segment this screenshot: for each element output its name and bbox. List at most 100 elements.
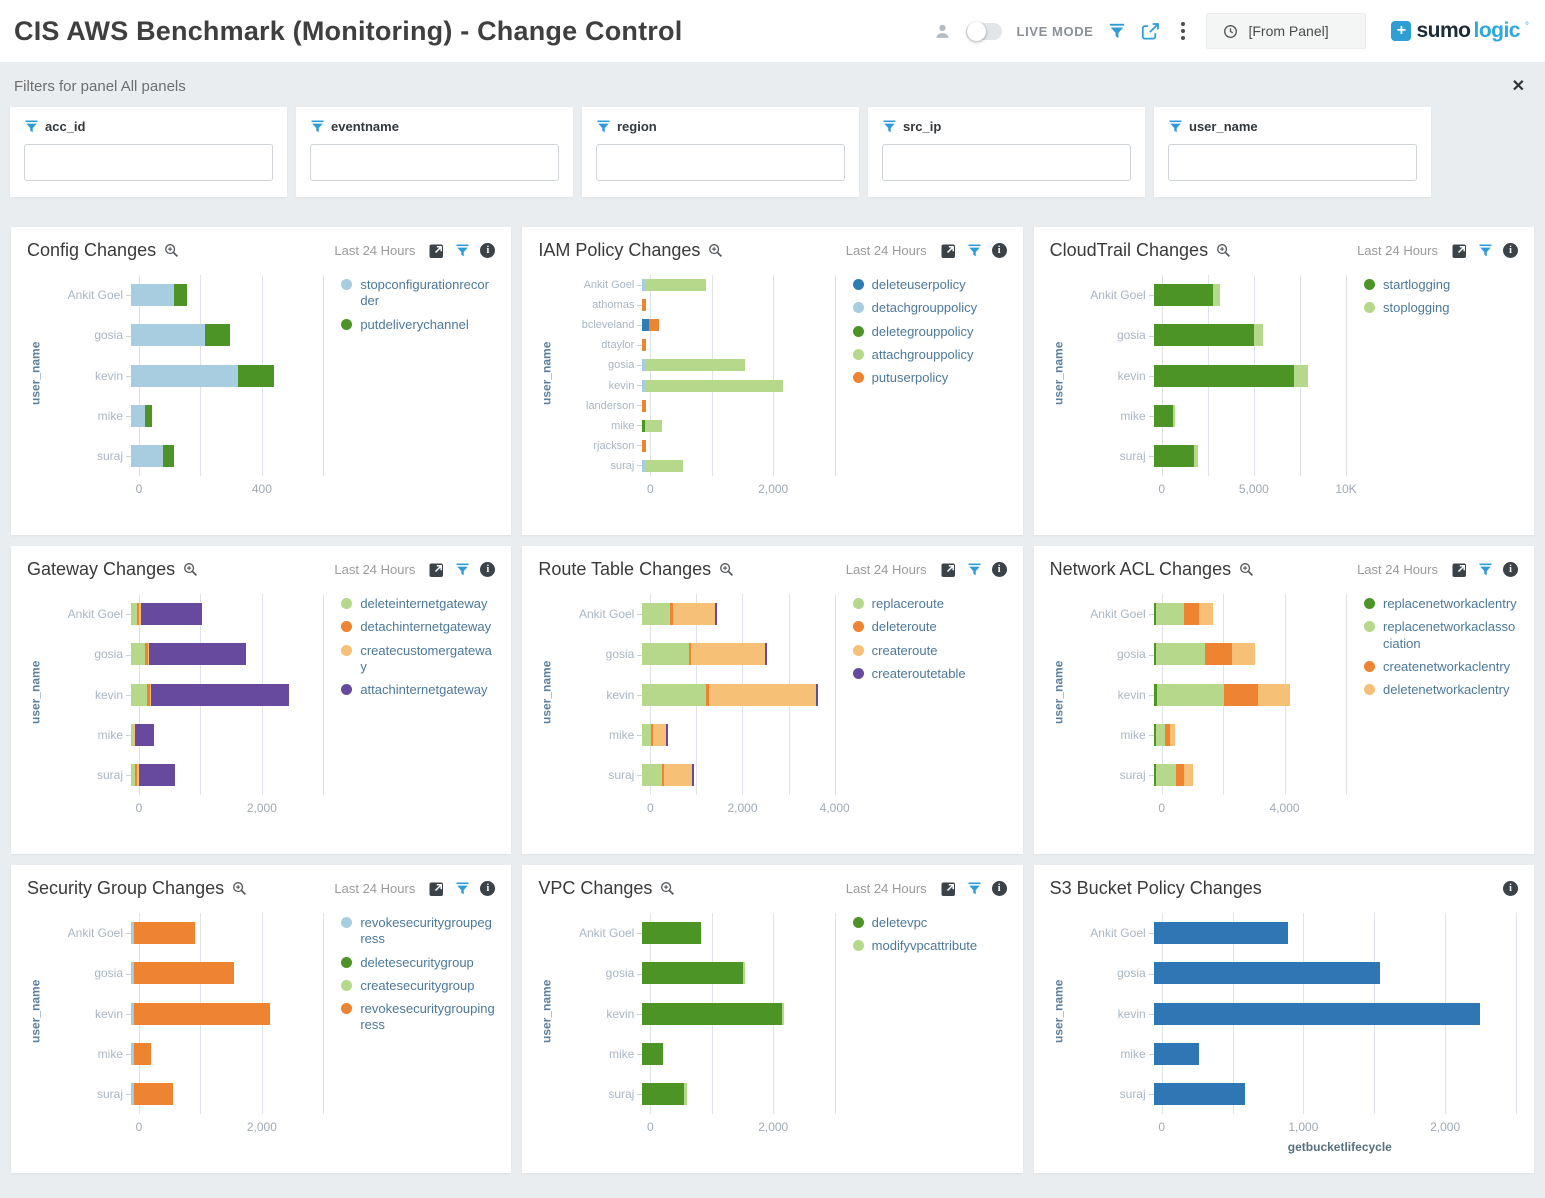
bar-segment-createroute[interactable]	[663, 763, 692, 786]
bar-segment-attachgrouppolicy[interactable]	[644, 359, 745, 372]
bar-segment-putuserpolicy[interactable]	[642, 339, 647, 352]
bar-segment-deleteroute[interactable]	[670, 603, 673, 626]
bar-segment-revokesecuritygroupingress[interactable]	[133, 1082, 173, 1105]
bar-segment-replacenetworkaclassociation[interactable]	[1156, 723, 1166, 746]
bar-segment-replacenetworkaclentry[interactable]	[1153, 723, 1157, 746]
panel-info-icon[interactable]: i	[480, 562, 496, 577]
bar-segment-stopconfigurationrecorder[interactable]	[131, 284, 175, 307]
bar-segment-stoplogging[interactable]	[1194, 444, 1199, 467]
bar-segment-deletenetworkaclentry[interactable]	[1257, 683, 1290, 706]
panel-filter-icon[interactable]	[455, 881, 470, 896]
bar-segment-createroutetable[interactable]	[666, 723, 669, 746]
bar-segment-detachgrouppolicy[interactable]	[642, 279, 645, 292]
filter-input-acc-id[interactable]	[24, 144, 273, 181]
panel-info-icon[interactable]: i	[1503, 881, 1518, 896]
bar-segment-createroute[interactable]	[709, 683, 816, 706]
bar-segment-detachinternetgateway[interactable]	[145, 643, 148, 666]
bar-segment-detachgrouppolicy[interactable]	[642, 379, 647, 392]
zoom-in-icon[interactable]	[719, 562, 734, 577]
share-icon[interactable]	[1141, 22, 1160, 41]
bar-segment-putdeliverychannel[interactable]	[163, 444, 175, 467]
expand-panel-icon[interactable]	[429, 881, 445, 897]
bar-segment-replacenetworkaclassociation[interactable]	[1156, 763, 1177, 786]
panel-filter-icon[interactable]	[967, 243, 982, 258]
bar-segment-putdeliverychannel[interactable]	[145, 404, 152, 427]
zoom-in-icon[interactable]	[232, 881, 247, 896]
bar-segment-attachinternetgateway[interactable]	[135, 723, 155, 746]
bar-segment-putuserpolicy[interactable]	[642, 299, 647, 312]
panel-filter-icon[interactable]	[967, 562, 982, 577]
bar-segment-createnetworkaclentry[interactable]	[1204, 643, 1233, 666]
bar-segment-attachinternetgateway[interactable]	[150, 683, 290, 706]
zoom-in-icon[interactable]	[183, 562, 198, 577]
bar-segment-deletenetworkaclentry[interactable]	[1184, 763, 1194, 786]
bar-segment-createcustomergateway[interactable]	[139, 603, 141, 626]
bar-segment-createcustomergateway[interactable]	[137, 763, 139, 786]
bar-segment-stopconfigurationrecorder[interactable]	[131, 404, 146, 427]
bar-segment-detachgrouppolicy[interactable]	[642, 359, 645, 372]
bar-segment-deleteuserpolicy[interactable]	[642, 319, 649, 332]
bar-segment-putdeliverychannel[interactable]	[174, 284, 188, 307]
filter-input-user-name[interactable]	[1168, 144, 1417, 181]
bar-segment-getbucketlifecycle[interactable]	[1153, 1002, 1480, 1025]
expand-panel-icon[interactable]	[429, 243, 445, 259]
filter-icon[interactable]	[1108, 22, 1126, 40]
bar-segment-putdeliverychannel[interactable]	[204, 324, 231, 347]
bar-segment-deletevpc[interactable]	[642, 1042, 664, 1065]
bar-segment-revokesecuritygroupegress[interactable]	[131, 1082, 134, 1105]
bar-segment-replacenetworkaclassociation[interactable]	[1155, 643, 1205, 666]
zoom-in-icon[interactable]	[1239, 562, 1254, 577]
bar-segment-replacenetworkaclentry[interactable]	[1153, 763, 1157, 786]
filter-input-eventname[interactable]	[310, 144, 559, 181]
bar-segment-createroutetable[interactable]	[691, 763, 694, 786]
bar-segment-deleteinternetgateway[interactable]	[131, 763, 135, 786]
panel-filter-icon[interactable]	[1478, 562, 1493, 577]
bar-segment-putuserpolicy[interactable]	[642, 399, 647, 412]
bar-segment-createroute[interactable]	[691, 643, 766, 666]
bar-segment-deletegrouppolicy[interactable]	[642, 419, 645, 432]
expand-panel-icon[interactable]	[1452, 243, 1468, 259]
panel-info-icon[interactable]: i	[480, 243, 496, 258]
bar-segment-putuserpolicy[interactable]	[642, 439, 647, 452]
bar-segment-deletevpc[interactable]	[642, 1082, 684, 1105]
panel-info-icon[interactable]: i	[480, 881, 496, 896]
bar-segment-deletenetworkaclentry[interactable]	[1232, 643, 1255, 666]
bar-segment-stoplogging[interactable]	[1294, 364, 1308, 387]
bar-segment-revokesecuritygroupegress[interactable]	[131, 1042, 134, 1065]
bar-segment-deleteinternetgateway[interactable]	[131, 603, 138, 626]
bar-segment-deletevpc[interactable]	[642, 922, 702, 945]
bar-segment-replacenetworkaclassociation[interactable]	[1156, 683, 1224, 706]
bar-segment-createnetworkaclentry[interactable]	[1176, 763, 1185, 786]
zoom-in-icon[interactable]	[660, 881, 675, 896]
bar-segment-attachgrouppolicy[interactable]	[646, 379, 784, 392]
bar-segment-detachgrouppolicy[interactable]	[642, 459, 645, 472]
bar-segment-createroutetable[interactable]	[815, 683, 818, 706]
expand-panel-icon[interactable]	[429, 562, 445, 578]
bar-segment-stoplogging[interactable]	[1213, 284, 1220, 307]
bar-segment-getbucketlifecycle[interactable]	[1153, 1082, 1245, 1105]
bar-segment-createroute[interactable]	[652, 723, 667, 746]
bar-segment-stoplogging[interactable]	[1253, 324, 1263, 347]
bar-segment-replaceroute[interactable]	[642, 763, 662, 786]
bar-segment-attachgrouppolicy[interactable]	[644, 459, 683, 472]
bar-segment-revokesecuritygroupegress[interactable]	[131, 922, 134, 945]
bar-segment-getbucketlifecycle[interactable]	[1153, 922, 1289, 945]
bar-segment-modifyvpcattribute[interactable]	[782, 1002, 784, 1025]
bar-segment-deleteroute[interactable]	[688, 643, 692, 666]
bar-segment-deletenetworkaclentry[interactable]	[1198, 603, 1213, 626]
bar-segment-startlogging[interactable]	[1153, 364, 1295, 387]
expand-panel-icon[interactable]	[1452, 562, 1468, 578]
bar-segment-createcustomergateway[interactable]	[147, 643, 149, 666]
bar-segment-attachinternetgateway[interactable]	[138, 763, 176, 786]
bar-segment-replacenetworkaclentry[interactable]	[1153, 603, 1156, 626]
panel-filter-icon[interactable]	[455, 243, 470, 258]
panel-filter-icon[interactable]	[967, 881, 982, 896]
bar-segment-stoplogging[interactable]	[1172, 404, 1176, 427]
filter-input-src-ip[interactable]	[882, 144, 1131, 181]
bar-segment-revokesecuritygroupingress[interactable]	[133, 922, 196, 945]
bar-segment-deleteroute[interactable]	[706, 683, 710, 706]
bar-segment-revokesecuritygroupingress[interactable]	[133, 1002, 271, 1025]
bar-segment-replaceroute[interactable]	[642, 603, 671, 626]
expand-panel-icon[interactable]	[941, 243, 957, 259]
bar-segment-startlogging[interactable]	[1153, 444, 1195, 467]
